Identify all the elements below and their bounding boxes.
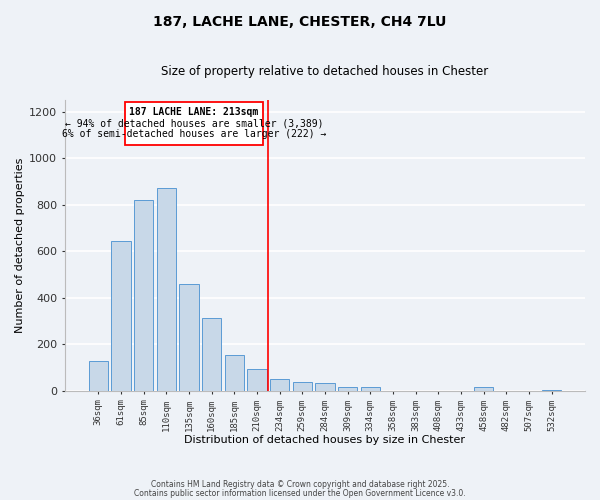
Bar: [542, 390, 562, 391]
Bar: [111, 241, 131, 391]
Title: Size of property relative to detached houses in Chester: Size of property relative to detached ho…: [161, 65, 488, 78]
Bar: [134, 200, 153, 391]
Bar: [179, 284, 199, 391]
Text: 6% of semi-detached houses are larger (222) →: 6% of semi-detached houses are larger (2…: [62, 128, 326, 138]
Bar: [270, 380, 289, 391]
Bar: [293, 382, 312, 391]
X-axis label: Distribution of detached houses by size in Chester: Distribution of detached houses by size …: [184, 435, 466, 445]
FancyBboxPatch shape: [125, 102, 263, 146]
Bar: [247, 369, 266, 391]
Text: ← 94% of detached houses are smaller (3,389): ← 94% of detached houses are smaller (3,…: [65, 118, 323, 128]
Bar: [338, 388, 357, 391]
Bar: [474, 388, 493, 391]
Text: Contains public sector information licensed under the Open Government Licence v3: Contains public sector information licen…: [134, 490, 466, 498]
Text: Contains HM Land Registry data © Crown copyright and database right 2025.: Contains HM Land Registry data © Crown c…: [151, 480, 449, 489]
Y-axis label: Number of detached properties: Number of detached properties: [15, 158, 25, 333]
Bar: [89, 360, 108, 391]
Bar: [316, 383, 335, 391]
Bar: [224, 355, 244, 391]
Text: 187, LACHE LANE, CHESTER, CH4 7LU: 187, LACHE LANE, CHESTER, CH4 7LU: [154, 15, 446, 29]
Bar: [157, 188, 176, 391]
Bar: [361, 388, 380, 391]
Text: 187 LACHE LANE: 213sqm: 187 LACHE LANE: 213sqm: [130, 106, 259, 117]
Bar: [202, 318, 221, 391]
